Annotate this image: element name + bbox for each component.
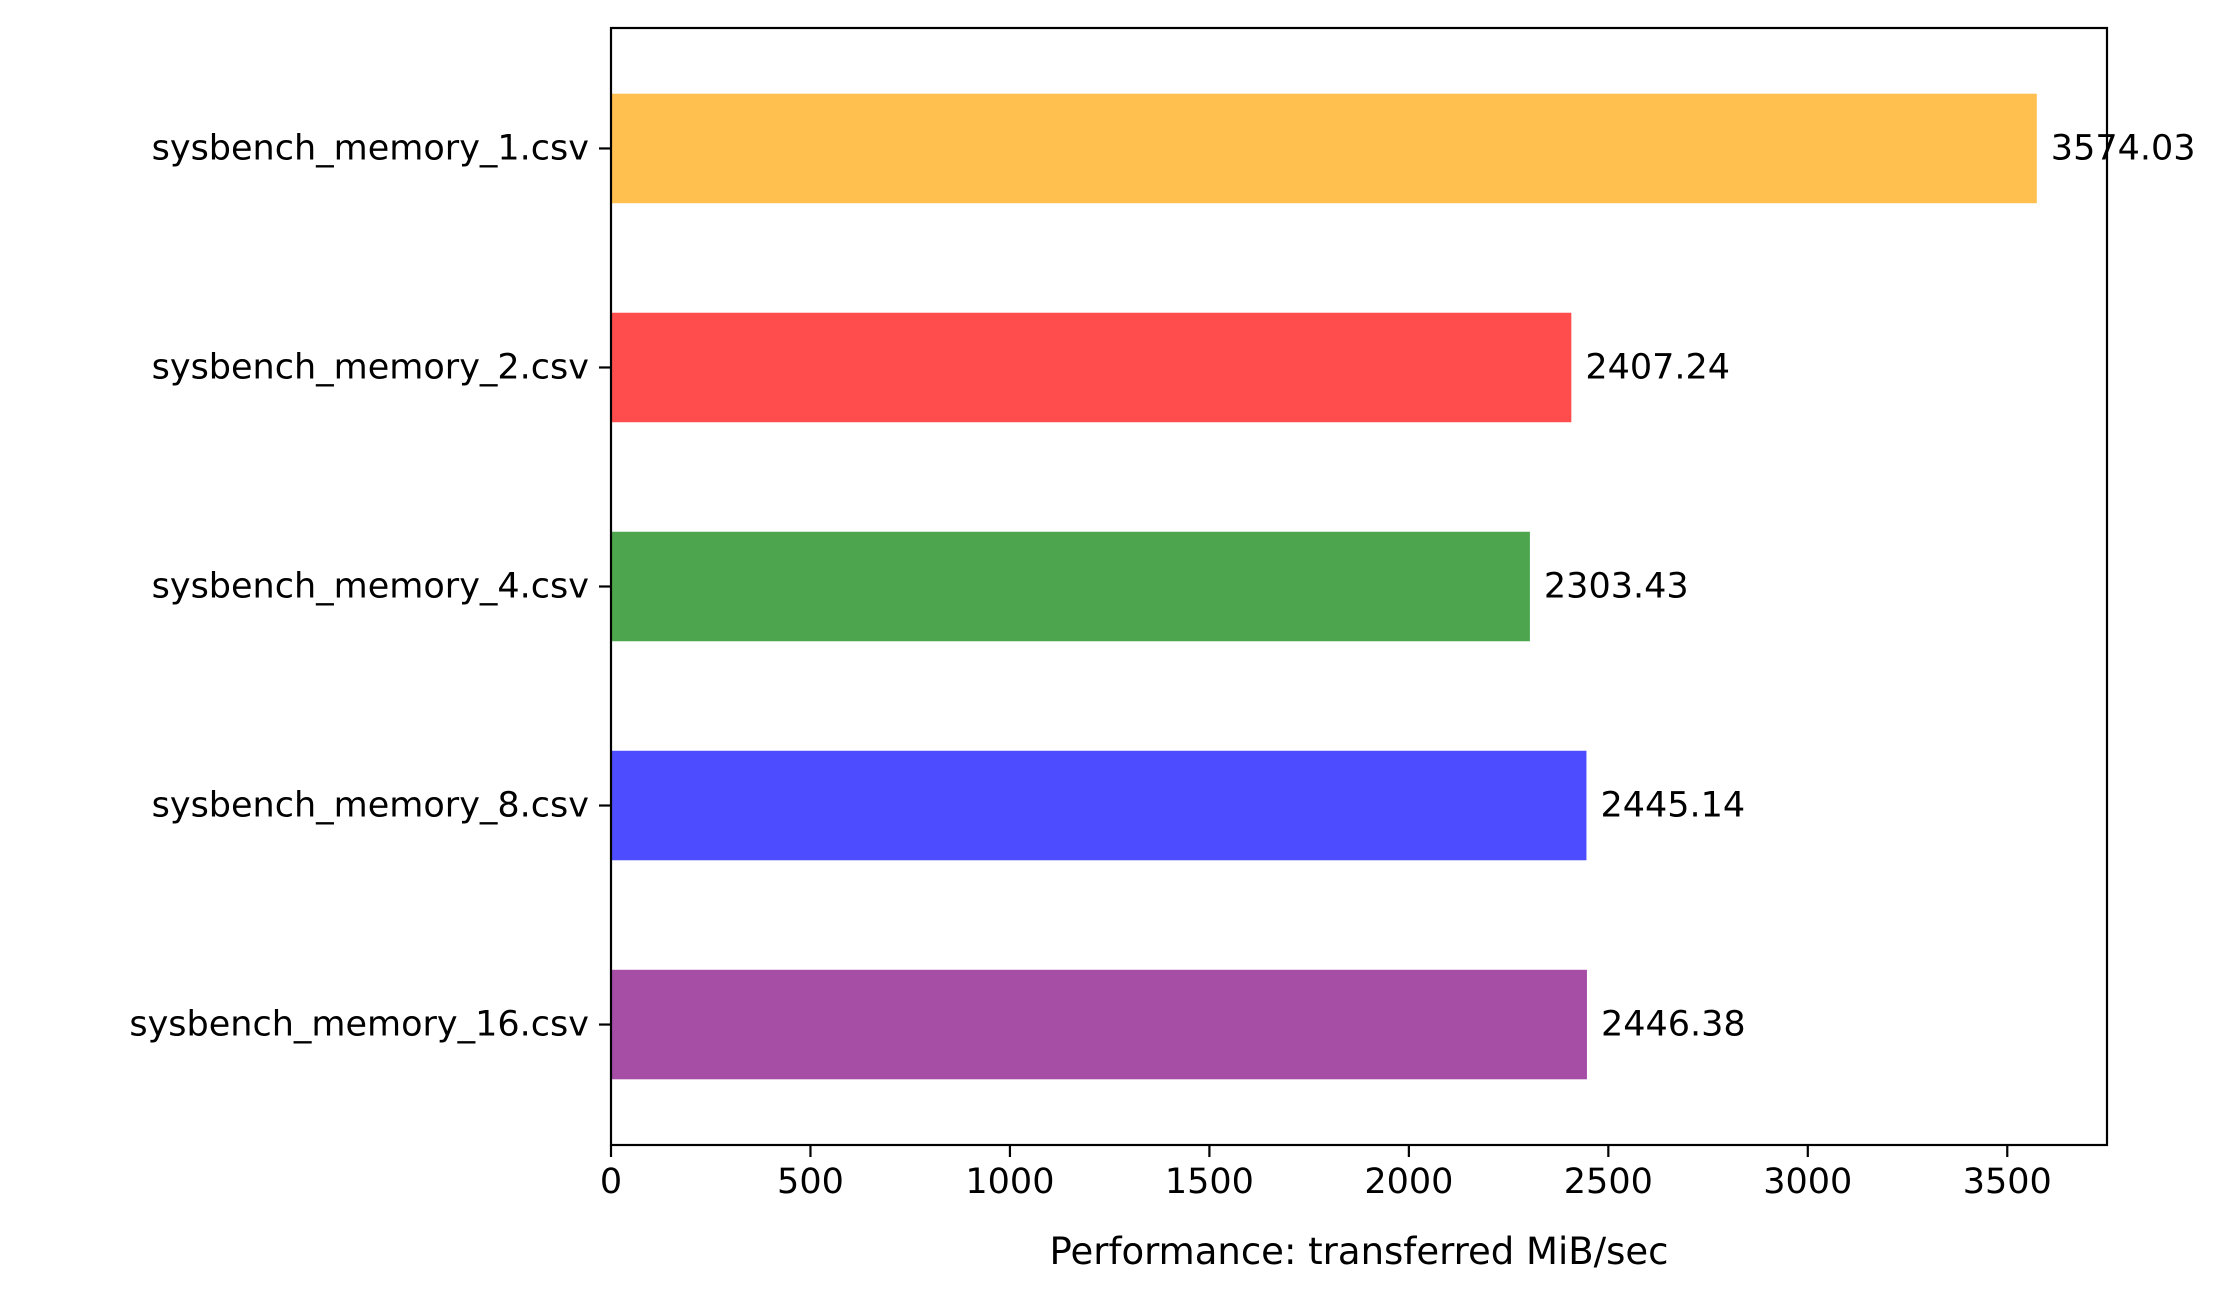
x-tick-label-500: 500 bbox=[777, 1162, 844, 1202]
category-label-4: sysbench_memory_8.csv bbox=[152, 786, 589, 826]
x-tick-label-3500: 3500 bbox=[1963, 1162, 2052, 1202]
bar-5 bbox=[611, 969, 1587, 1080]
x-tick-label-3000: 3000 bbox=[1763, 1162, 1852, 1202]
y-axis: sysbench_memory_1.csv sysbench_memory_2.c… bbox=[129, 128, 611, 1045]
bar-4 bbox=[611, 750, 1587, 861]
x-tick-label-2000: 2000 bbox=[1364, 1162, 1453, 1202]
x-axis-title: Performance: transferred MiB/sec bbox=[1049, 1230, 1668, 1273]
category-label-1: sysbench_memory_1.csv bbox=[152, 128, 589, 168]
bar-1 bbox=[611, 93, 2037, 204]
value-label-2: 2407.24 bbox=[1585, 347, 1730, 387]
x-axis: 0 500 1000 1500 2000 2500 3000 3500 bbox=[600, 1145, 2052, 1202]
value-label-4: 2445.14 bbox=[1600, 786, 1745, 826]
plot-frame bbox=[609, 26, 2109, 1147]
x-tick-label-0: 0 bbox=[600, 1162, 622, 1202]
value-label-3: 2303.43 bbox=[1544, 567, 1689, 607]
value-label-5: 2446.38 bbox=[1601, 1005, 1746, 1045]
x-tick-label-1000: 1000 bbox=[965, 1162, 1054, 1202]
category-label-2: sysbench_memory_2.csv bbox=[152, 347, 589, 387]
value-labels-layer: 3574.03 2407.24 2303.43 2445.14 2446.38 bbox=[1544, 128, 2196, 1044]
bar-3 bbox=[611, 531, 1530, 642]
x-tick-label-2500: 2500 bbox=[1564, 1162, 1653, 1202]
bar-2 bbox=[611, 312, 1572, 423]
category-label-3: sysbench_memory_4.csv bbox=[152, 567, 589, 607]
x-tick-label-1500: 1500 bbox=[1165, 1162, 1254, 1202]
bars-layer bbox=[611, 93, 2037, 1080]
value-label-1: 3574.03 bbox=[2051, 128, 2196, 168]
category-label-5: sysbench_memory_16.csv bbox=[129, 1005, 589, 1045]
